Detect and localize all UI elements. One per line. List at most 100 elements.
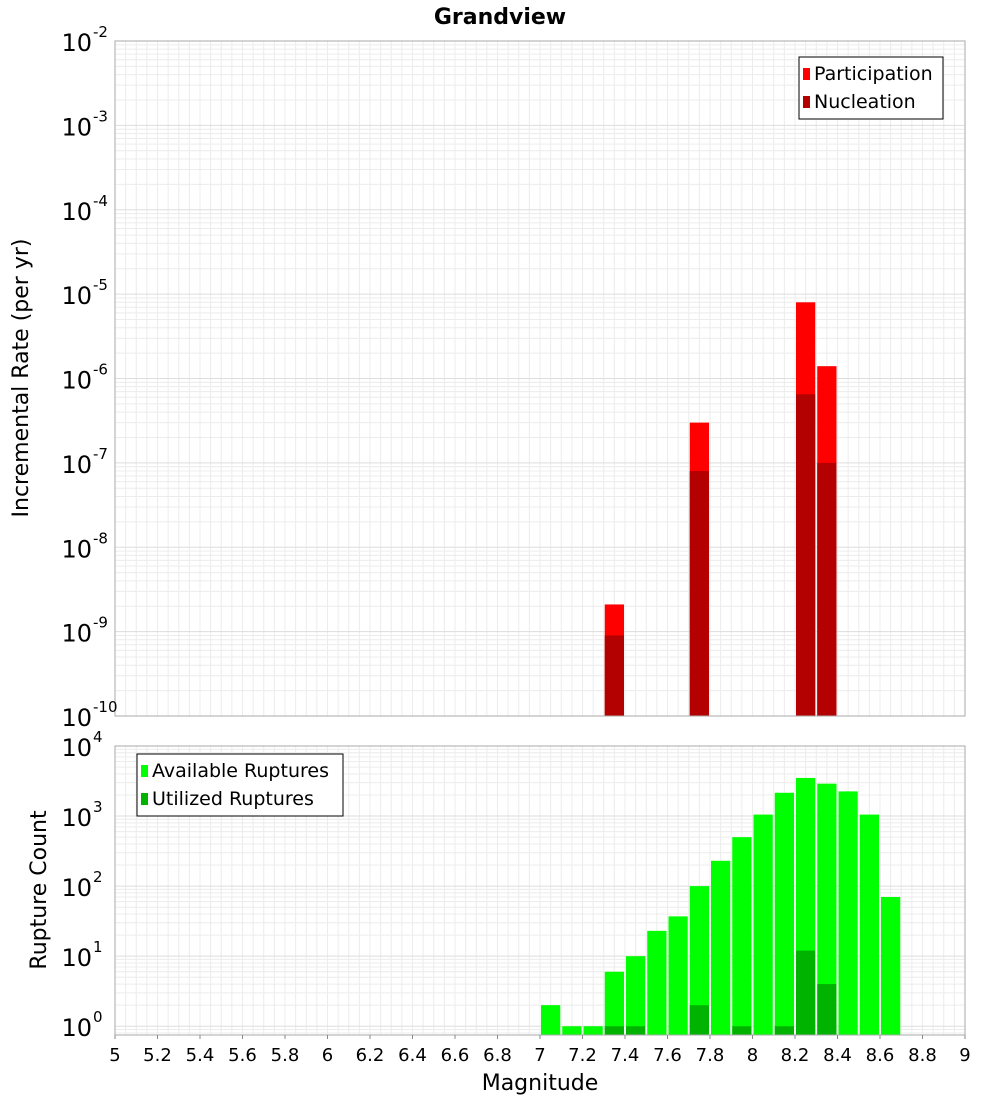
count-bar-a-11 xyxy=(774,792,794,1035)
rate-bar-b-1 xyxy=(689,471,709,716)
count-bar-a-0 xyxy=(541,1005,561,1035)
bottom-y-tick-exponent: 3 xyxy=(93,798,103,816)
top-y-tick-base: 10 xyxy=(61,113,92,141)
bottom-legend-label: Utilized Ruptures xyxy=(152,788,314,810)
bottom-y-tick-base: 10 xyxy=(61,944,92,972)
top-legend-label: Participation xyxy=(814,63,933,85)
bottom-plot-legend: Available Ruptures Utilized Ruptures xyxy=(136,753,344,817)
top-plot-legend: Participation Nucleation xyxy=(798,56,944,120)
top-y-tick-base: 10 xyxy=(61,198,92,226)
x-tick-label: 5.6 xyxy=(228,1045,257,1066)
top-legend-swatch xyxy=(803,96,810,108)
rate-bar-b-3 xyxy=(817,462,837,716)
count-bar-a-15 xyxy=(859,814,879,1035)
x-tick-label: 5.8 xyxy=(271,1045,300,1066)
bottom-y-tick-exponent: 4 xyxy=(93,728,103,746)
count-bar-a-7 xyxy=(689,886,709,1035)
top-legend-box xyxy=(798,56,944,120)
top-plot-grid xyxy=(114,40,966,717)
x-tick-label: 7 xyxy=(534,1045,545,1066)
x-tick-label: 6 xyxy=(322,1045,333,1066)
bottom-plot-bars xyxy=(541,777,901,1035)
x-tick-label: 5.4 xyxy=(186,1045,215,1066)
top-y-tick-exponent: -2 xyxy=(93,23,108,41)
bottom-y-axis-label: Rupture Count xyxy=(27,810,52,970)
count-bar-b-0 xyxy=(604,1026,624,1035)
top-y-tick-exponent: -3 xyxy=(93,107,108,125)
bottom-y-tick-exponent: 1 xyxy=(93,938,103,956)
top-plot-bars xyxy=(604,302,837,716)
chart-title: Grandview xyxy=(434,5,566,30)
x-tick-label: 6.6 xyxy=(441,1045,470,1066)
x-tick-label: 7.4 xyxy=(611,1045,640,1066)
count-bar-b-1 xyxy=(626,1026,646,1035)
count-bar-a-3 xyxy=(604,971,624,1035)
count-bar-b-3 xyxy=(732,1026,752,1035)
bottom-legend-box xyxy=(136,753,344,817)
top-y-tick-base: 10 xyxy=(61,620,92,648)
x-tick-label: 6.8 xyxy=(483,1045,512,1066)
top-y-tick-exponent: -4 xyxy=(93,192,108,210)
count-bar-a-1 xyxy=(562,1026,582,1035)
top-y-tick-base: 10 xyxy=(61,367,92,395)
bottom-legend-swatch xyxy=(141,793,148,805)
top-legend-swatch xyxy=(803,68,810,80)
top-y-tick-exponent: -7 xyxy=(93,445,108,463)
x-tick-label: 8.4 xyxy=(823,1045,852,1066)
count-bar-a-14 xyxy=(838,791,858,1035)
count-bar-a-5 xyxy=(647,930,667,1035)
x-tick-label: 8.8 xyxy=(908,1045,937,1066)
top-y-tick-exponent: -9 xyxy=(93,614,108,632)
bottom-legend-swatch xyxy=(141,765,148,777)
x-tick-label: 9 xyxy=(959,1045,970,1066)
bottom-y-tick-exponent: 0 xyxy=(93,1008,103,1026)
count-bar-b-5 xyxy=(796,950,816,1035)
top-plot-frame xyxy=(114,40,966,717)
top-y-tick-base: 10 xyxy=(61,29,92,57)
x-axis-label: Magnitude xyxy=(482,1071,599,1096)
x-tick-label: 5.2 xyxy=(143,1045,172,1066)
count-bar-a-9 xyxy=(732,837,752,1035)
count-bar-a-2 xyxy=(583,1026,603,1035)
top-y-tick-exponent: -8 xyxy=(93,529,108,547)
bottom-y-tick-base: 10 xyxy=(61,804,92,832)
top-y-tick-base: 10 xyxy=(61,704,92,732)
top-y-axis-label: Incremental Rate (per yr) xyxy=(9,239,34,518)
top-plot-y-tick-labels: 10-210-310-410-510-610-710-810-910-10 xyxy=(61,23,117,732)
top-y-tick-exponent: -10 xyxy=(93,698,118,716)
count-bar-a-8 xyxy=(711,860,731,1035)
count-bar-b-6 xyxy=(817,984,837,1035)
top-y-tick-exponent: -6 xyxy=(93,361,108,379)
top-y-tick-exponent: -5 xyxy=(93,276,108,294)
x-tick-label: 8.6 xyxy=(866,1045,895,1066)
count-bar-a-4 xyxy=(626,956,646,1035)
x-tick-label: 8 xyxy=(747,1045,758,1066)
bottom-y-tick-base: 10 xyxy=(61,1014,92,1042)
x-tick-label: 5 xyxy=(109,1045,120,1066)
x-tick-label: 8.2 xyxy=(781,1045,810,1066)
rate-bar-b-0 xyxy=(604,635,624,716)
count-bar-a-16 xyxy=(881,896,901,1035)
top-y-tick-base: 10 xyxy=(61,535,92,563)
count-bar-b-4 xyxy=(774,1026,794,1035)
x-tick-label: 7.2 xyxy=(568,1045,597,1066)
x-tick-label: 6.2 xyxy=(356,1045,385,1066)
x-tick-label: 6.4 xyxy=(398,1045,427,1066)
x-tick-label: 7.6 xyxy=(653,1045,682,1066)
top-y-tick-base: 10 xyxy=(61,451,92,479)
rate-bar-b-2 xyxy=(796,394,816,716)
count-bar-b-2 xyxy=(689,1005,709,1035)
count-bar-a-10 xyxy=(753,814,773,1035)
bottom-legend-label: Available Ruptures xyxy=(152,760,329,782)
bottom-y-tick-base: 10 xyxy=(61,874,92,902)
x-tick-label: 7.8 xyxy=(696,1045,725,1066)
top-y-tick-base: 10 xyxy=(61,282,92,310)
x-tick-labels: 5 5.2 5.4 5.6 5.8 6 6.2 6.4 6.6 6.8 7 7.2 7.4 7.6 7.8 8… xyxy=(109,1035,971,1066)
count-bar-a-6 xyxy=(668,916,688,1035)
bottom-y-tick-base: 10 xyxy=(61,734,92,762)
bottom-y-tick-exponent: 2 xyxy=(93,868,103,886)
top-legend-label: Nucleation xyxy=(814,91,916,113)
